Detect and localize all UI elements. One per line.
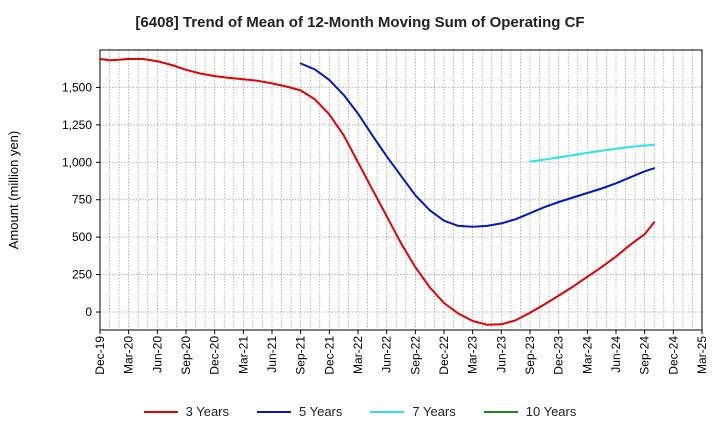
x-tick-label: Dec-21 xyxy=(322,336,336,375)
legend-label: 10 Years xyxy=(525,404,577,419)
legend-item: 5 Years xyxy=(257,404,342,419)
x-tick-label: Jun-23 xyxy=(494,336,508,373)
legend-swatch xyxy=(143,410,178,413)
x-tick-label: Sep-20 xyxy=(179,336,193,375)
grid-layer xyxy=(100,50,702,330)
legend-swatch xyxy=(483,410,518,413)
x-tick-label: Sep-21 xyxy=(294,336,308,375)
plot-frame xyxy=(99,49,703,331)
x-tick-label: Dec-24 xyxy=(666,336,680,375)
x-tick-label: Mar-21 xyxy=(236,336,250,374)
x-tick-label: Sep-23 xyxy=(523,336,537,375)
x-tick-label: Jun-21 xyxy=(265,336,279,373)
series-layer xyxy=(99,58,656,326)
x-tick-label: Mar-22 xyxy=(351,336,365,374)
y-tick-label: 0 xyxy=(85,305,92,319)
x-tick-label: Dec-20 xyxy=(208,336,222,375)
y-tick-label: 1,250 xyxy=(62,118,92,132)
y-tick-label: 250 xyxy=(72,268,92,282)
legend-label: 3 Years xyxy=(185,404,229,419)
legend-label: 7 Years xyxy=(412,404,456,419)
legend-item: 10 Years xyxy=(483,404,577,419)
y-tick-label: 1,500 xyxy=(62,80,92,94)
x-tick-label: Jun-22 xyxy=(380,336,394,373)
y-tick-label: 1,000 xyxy=(62,155,92,169)
x-tick-label: Mar-20 xyxy=(122,336,136,374)
legend-item: 3 Years xyxy=(143,404,229,419)
x-tick-label: Jun-20 xyxy=(150,336,164,373)
x-tick-label: Mar-25 xyxy=(695,336,709,374)
legend-label: 5 Years xyxy=(299,404,343,419)
axis-layer: 0 250 500 750 1,000 1,250 1,500 Dec-19 Mar-20 Jun… xyxy=(62,80,709,374)
x-tick-label: Sep-24 xyxy=(638,336,652,375)
series-line-5-years xyxy=(299,62,656,228)
legend-swatch xyxy=(257,410,291,413)
line-chart: 0 250 500 750 1,000 1,250 1,500 Dec-19 Mar-20 Jun… xyxy=(6,49,709,375)
x-tick-label: Mar-23 xyxy=(466,336,480,374)
legend-item: 7 Years xyxy=(370,404,456,419)
y-tick-label: 500 xyxy=(72,230,92,244)
x-tick-label: Dec-23 xyxy=(552,336,566,375)
chart-title: [6408] Trend of Mean of 12-Month Moving … xyxy=(135,14,585,31)
series-line-3-years xyxy=(99,58,656,326)
x-tick-label: Sep-22 xyxy=(408,336,422,375)
x-tick-label: Mar-24 xyxy=(580,336,594,374)
x-tick-label: Dec-22 xyxy=(437,336,451,375)
y-axis-label: Amount (million yen) xyxy=(6,131,21,250)
legend: 3 Years 5 Years 7 Years 10 Years xyxy=(0,404,720,419)
x-tick-label: Jun-24 xyxy=(609,336,623,373)
legend-swatch xyxy=(370,410,405,413)
x-tick-label: Dec-19 xyxy=(93,336,107,375)
y-tick-label: 750 xyxy=(72,193,92,207)
series-line-7-years xyxy=(529,143,656,163)
